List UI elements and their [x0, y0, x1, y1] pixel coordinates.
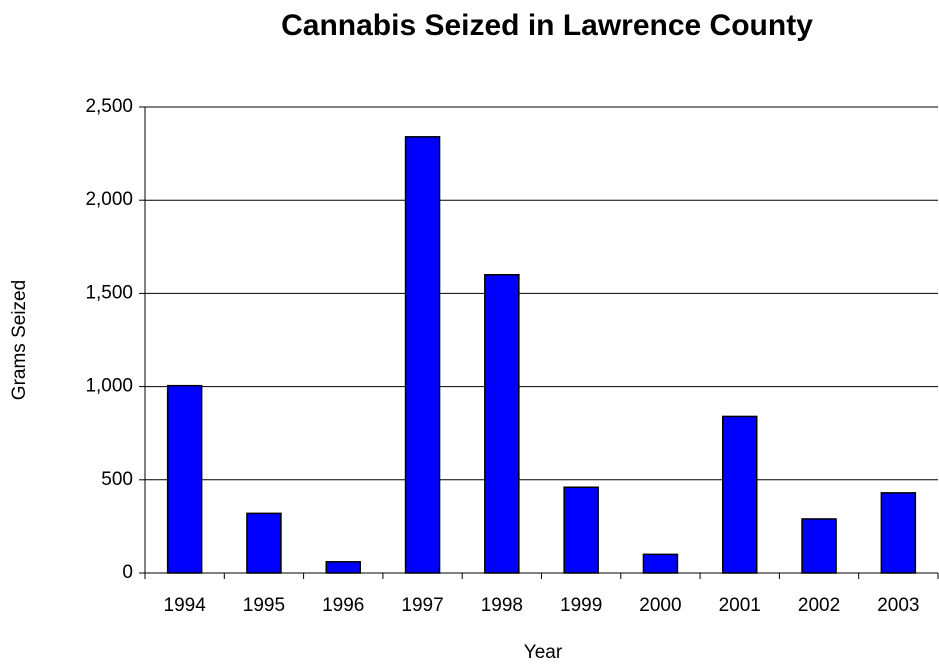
- x-tick-label: 1997: [401, 595, 443, 616]
- y-tick-label: 500: [101, 469, 133, 490]
- x-axis-label: Year: [524, 642, 563, 663]
- x-tick-label: 1999: [560, 595, 602, 616]
- bar: [801, 518, 837, 574]
- y-tick-label: 1,500: [85, 282, 133, 303]
- y-tick-label: 2,500: [85, 96, 133, 117]
- bar: [484, 274, 520, 574]
- bar: [404, 136, 441, 574]
- bar: [563, 486, 599, 574]
- bar: [722, 415, 758, 574]
- x-tick-label: 1994: [164, 595, 207, 616]
- x-tick-label: 2001: [719, 595, 761, 616]
- bar: [246, 512, 282, 574]
- x-tick-label: 1996: [322, 595, 364, 616]
- x-tick-label: 1995: [243, 595, 285, 616]
- x-tick-label: 1998: [481, 595, 523, 616]
- x-tick-label: 2002: [798, 595, 840, 616]
- bar: [166, 384, 203, 574]
- bar: [325, 561, 361, 574]
- chart-title: Cannabis Seized in Lawrence County: [281, 9, 813, 42]
- x-tick-label: 2003: [877, 595, 919, 616]
- y-tick-label: 1,000: [85, 376, 133, 397]
- x-tick-label: 2000: [639, 595, 681, 616]
- y-tick-label: 2,000: [85, 189, 133, 210]
- y-tick-label: 0: [122, 562, 133, 583]
- bar: [642, 553, 679, 574]
- bar: [880, 492, 917, 574]
- y-axis-label: Grams Seized: [9, 280, 30, 400]
